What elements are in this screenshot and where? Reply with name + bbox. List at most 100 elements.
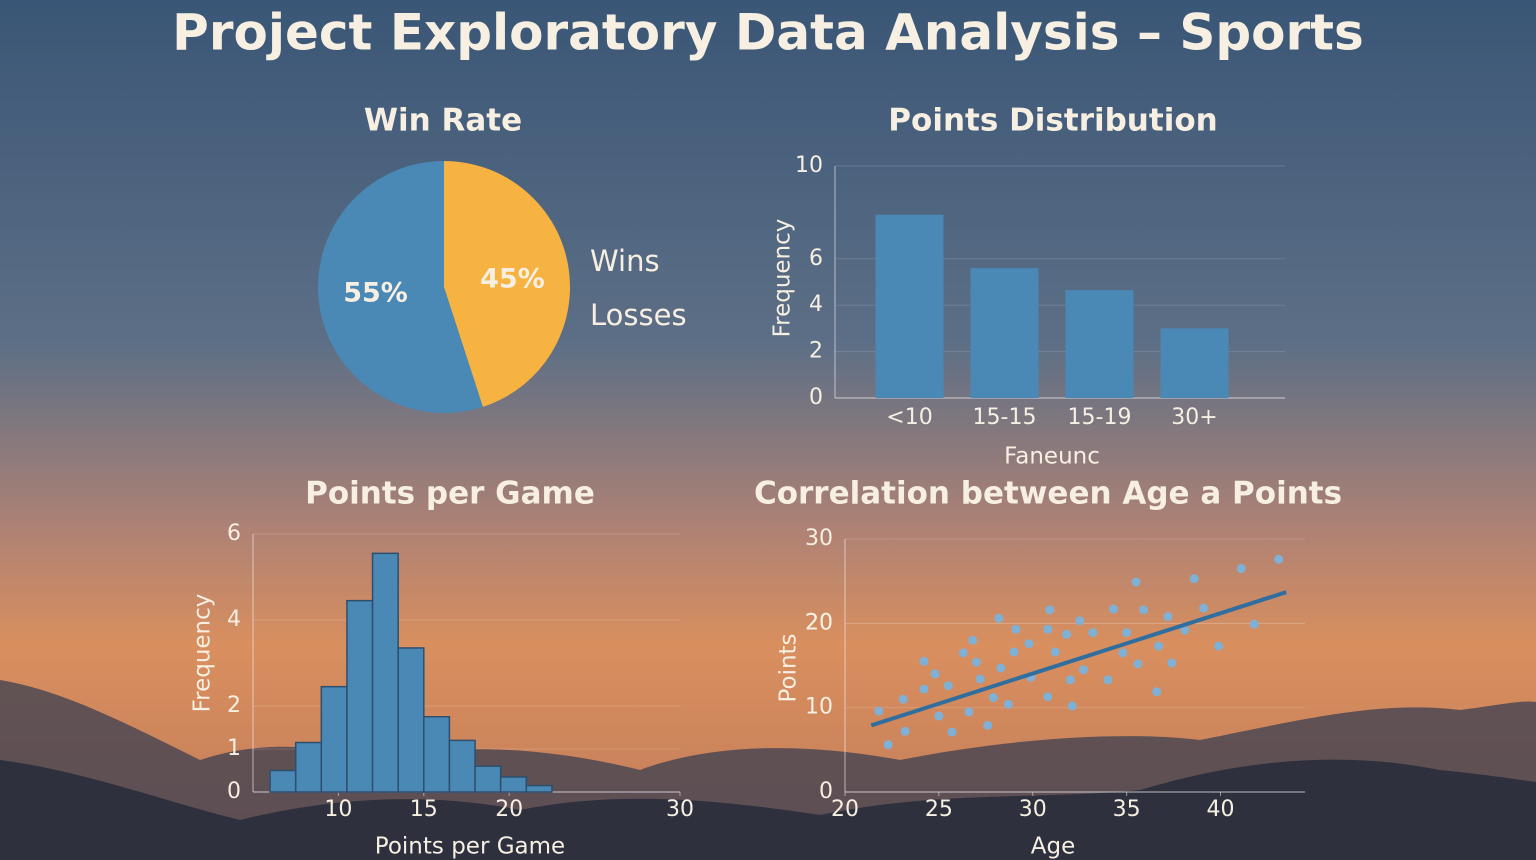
scatter-point xyxy=(947,727,957,737)
scatter-point xyxy=(900,726,910,736)
pie-slice xyxy=(444,161,571,407)
scatter-point xyxy=(958,648,968,658)
scatter-point xyxy=(919,684,929,694)
histogram-bar xyxy=(499,776,528,793)
histogram-bar xyxy=(269,769,297,793)
scatter-point xyxy=(964,707,974,717)
trend-line xyxy=(870,590,1287,728)
pie-slice xyxy=(318,161,483,413)
scatter-point xyxy=(1214,641,1224,651)
scatter-point xyxy=(1236,564,1246,574)
scatter-point xyxy=(874,706,884,716)
histogram-bar xyxy=(371,552,399,793)
x-tick-label: 10 xyxy=(324,797,352,822)
y-tick-label: 20 xyxy=(805,610,833,635)
y-tick-label: 4 xyxy=(227,607,241,632)
scatter-point xyxy=(1050,647,1060,657)
y-axis-label: Frequency xyxy=(770,219,796,338)
x-axis-label: Age xyxy=(1031,834,1075,860)
scatter-point xyxy=(1154,641,1164,651)
scatter-point xyxy=(1003,699,1013,709)
x-tick-label: 15-15 xyxy=(973,405,1037,430)
mountains-front xyxy=(0,759,1536,860)
y-tick-label: 6 xyxy=(809,246,823,271)
x-axis-label: Faneunc xyxy=(1004,444,1100,470)
x-tick-label: 40 xyxy=(1207,797,1235,822)
x-tick-label: 30+ xyxy=(1171,405,1217,430)
scatter-point xyxy=(1075,616,1085,626)
x-tick-label: 35 xyxy=(1113,797,1141,822)
scatter-point xyxy=(1043,692,1053,702)
scatter-point xyxy=(1167,658,1177,668)
chart-title: Points per Game xyxy=(305,476,595,512)
y-tick-label: 30 xyxy=(805,526,833,551)
scatter-point xyxy=(975,674,985,684)
scatter-point xyxy=(1249,619,1259,629)
scatter-point xyxy=(1139,605,1149,615)
scatter-point xyxy=(1067,701,1077,711)
x-tick-label: 30 xyxy=(1019,797,1047,822)
scatter-point xyxy=(1062,629,1072,639)
y-tick-label: 2 xyxy=(227,693,241,718)
scatter-point xyxy=(930,669,940,679)
bar xyxy=(875,214,944,398)
x-tick-label: 15-19 xyxy=(1068,405,1132,430)
data-label: 55% xyxy=(343,277,408,308)
scatter-point xyxy=(883,740,893,750)
scatter-point xyxy=(919,656,929,666)
x-tick-label: 20 xyxy=(831,797,859,822)
scatter-point xyxy=(983,720,993,730)
bar xyxy=(1160,328,1229,398)
scatter-point xyxy=(1131,577,1141,587)
y-axis-label: Points xyxy=(776,633,802,702)
data-label: 45% xyxy=(480,264,545,295)
y-tick-label: 0 xyxy=(809,385,823,410)
x-tick-label: 20 xyxy=(495,797,523,822)
scatter-point xyxy=(1189,574,1199,584)
histogram-bar xyxy=(525,784,553,793)
histogram-bar xyxy=(346,599,374,793)
page-title: Project Exploratory Data Analysis – Spor… xyxy=(172,4,1364,62)
x-axis-label: Points per Game xyxy=(375,834,565,860)
x-tick-label: 15 xyxy=(410,797,438,822)
x-tick-label: 30 xyxy=(666,797,694,822)
y-tick-label: 20 xyxy=(805,610,833,635)
y-tick-label: 0 xyxy=(819,779,833,804)
scatter-point xyxy=(1180,625,1190,635)
histogram-bar xyxy=(294,741,323,793)
y-tick-label: 1 xyxy=(227,736,241,761)
scatter-point xyxy=(943,681,953,691)
scatter-point xyxy=(1078,665,1088,675)
scatter-point xyxy=(1024,639,1034,649)
histogram-bar xyxy=(320,685,348,793)
scatter-point xyxy=(1274,554,1284,564)
scatter-point xyxy=(1133,659,1143,669)
scatter-point xyxy=(1118,648,1128,658)
histogram-bar xyxy=(474,765,502,793)
scatter-point xyxy=(898,694,908,704)
scatter-point xyxy=(1065,675,1075,685)
chart-title: Correlation between Age a Points xyxy=(754,476,1342,512)
scatter-point xyxy=(996,663,1006,673)
scatter-point xyxy=(1199,603,1209,613)
scatter-point xyxy=(1108,604,1118,614)
y-tick-label: 4 xyxy=(809,292,823,317)
scatter-point xyxy=(1152,687,1162,697)
y-tick-label: 6 xyxy=(227,521,241,546)
scatter-point xyxy=(1103,675,1113,685)
scatter-point xyxy=(968,635,978,645)
scatter-point xyxy=(1011,624,1021,634)
scatter-point xyxy=(988,693,998,703)
histogram-bar xyxy=(397,647,425,793)
y-tick-label: 10 xyxy=(795,153,823,178)
scatter-point xyxy=(934,711,944,721)
y-axis-label: Frequency xyxy=(190,594,216,713)
histogram-bar xyxy=(448,739,476,793)
scatter-point xyxy=(1088,628,1098,638)
scatter-point xyxy=(971,657,981,667)
y-tick-label: 10 xyxy=(805,695,833,720)
histogram-bar xyxy=(423,716,451,793)
scatter-point xyxy=(994,613,1004,623)
